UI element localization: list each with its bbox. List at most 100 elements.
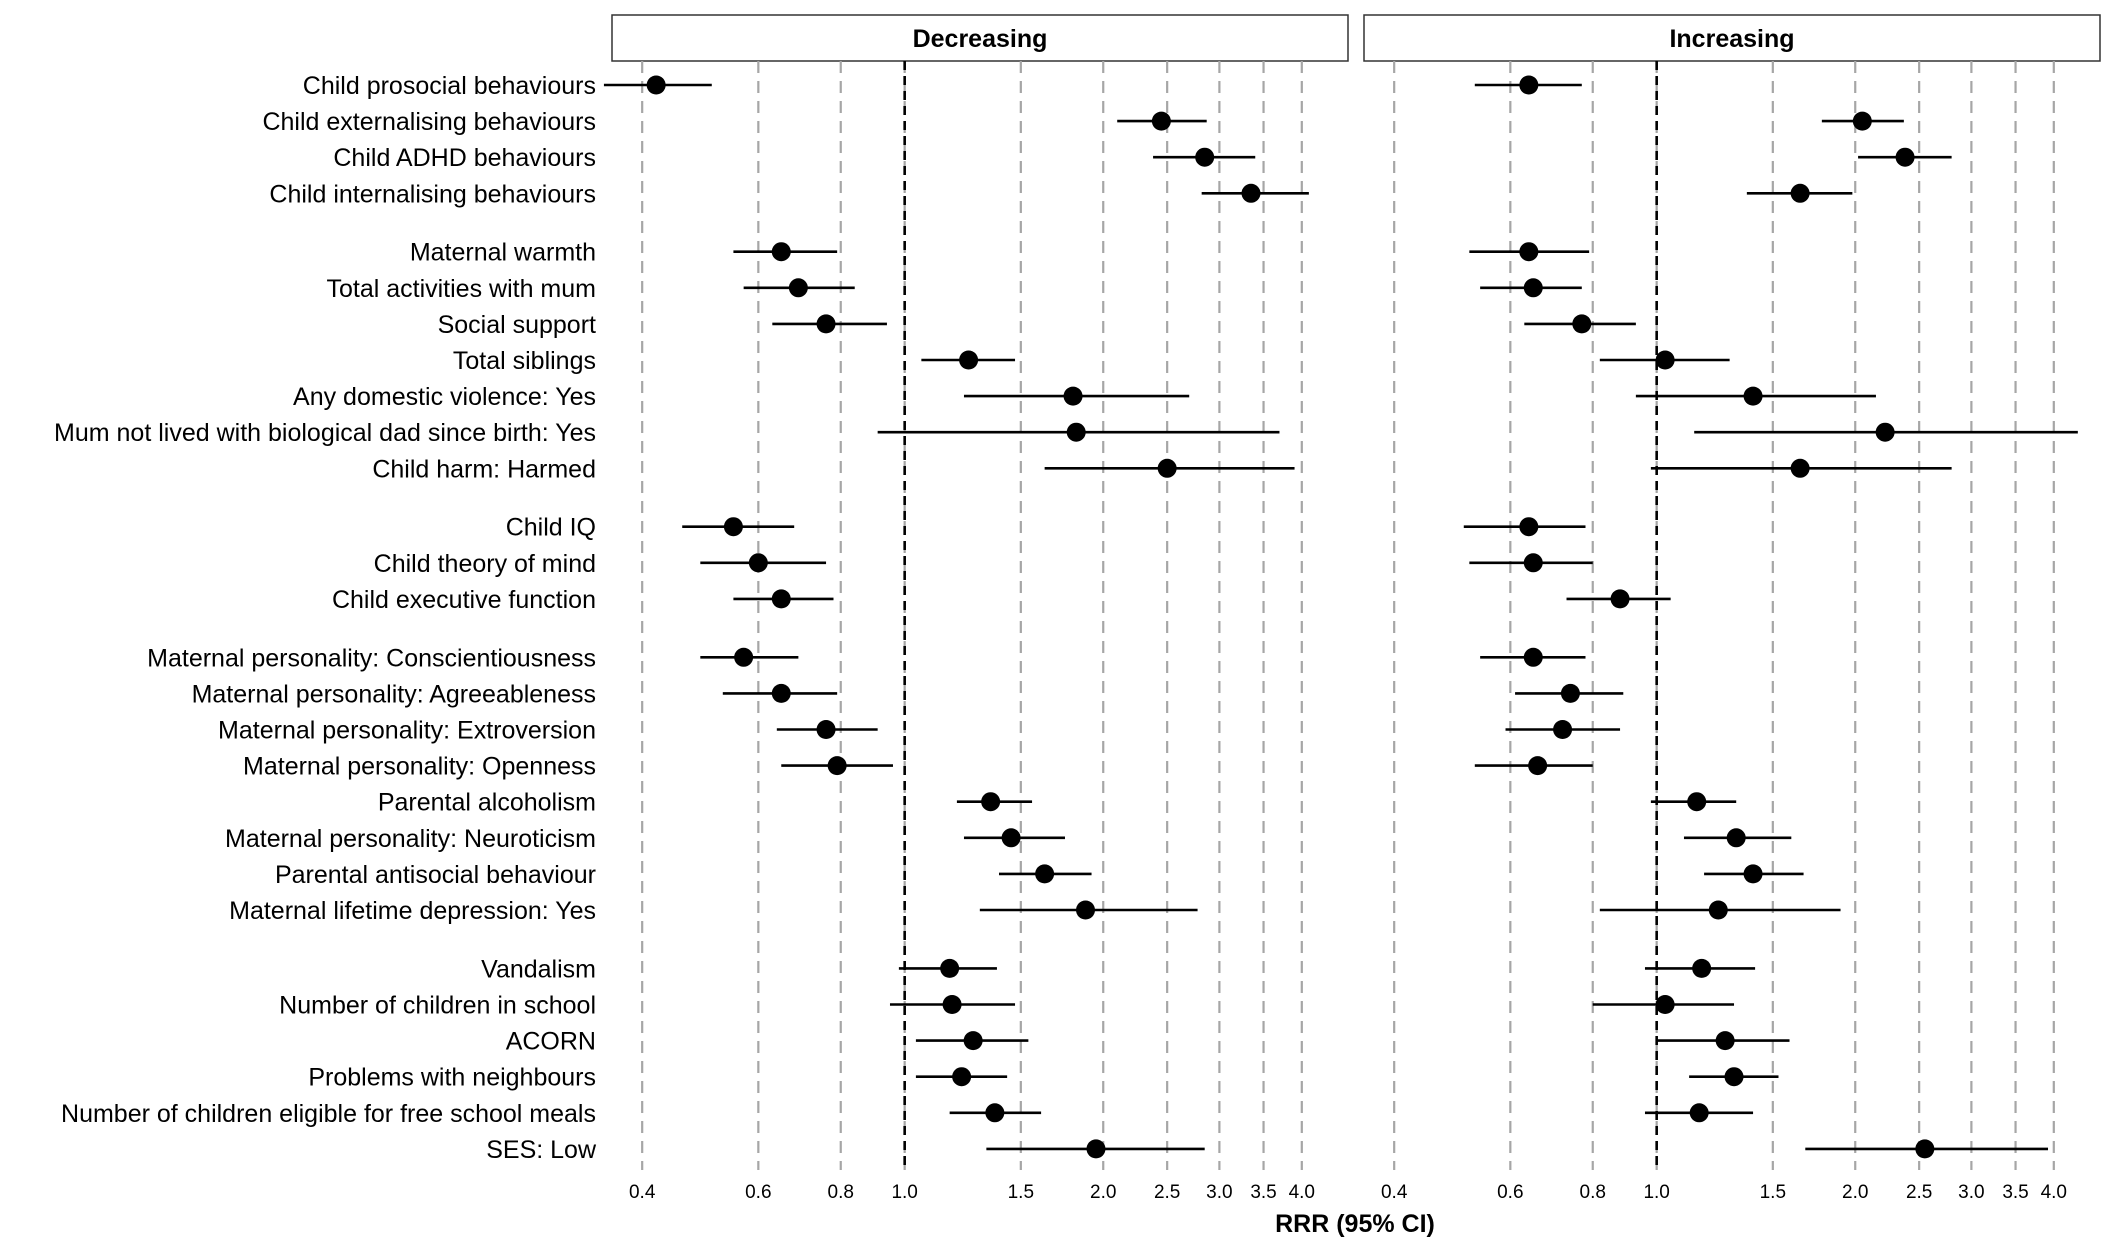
row-label: Any domestic violence: Yes <box>293 383 596 411</box>
row-label: Social support <box>438 311 596 339</box>
x-tick-label: 0.4 <box>1381 1182 1408 1203</box>
point-estimate <box>1724 1067 1744 1087</box>
point-estimate <box>1572 314 1592 334</box>
point-estimate <box>1915 1139 1935 1159</box>
row-label: Child executive function <box>332 586 596 614</box>
row-label: Maternal warmth <box>410 239 596 267</box>
point-estimate <box>771 589 791 609</box>
point-estimate <box>1687 792 1707 812</box>
point-estimate <box>1086 1139 1106 1159</box>
point-estimate <box>1875 422 1895 442</box>
point-estimate <box>1743 386 1763 406</box>
x-axis-title: RRR (95% CI) <box>1275 1210 1435 1238</box>
row-label: Total activities with mum <box>326 275 596 303</box>
row-label: Child prosocial behaviours <box>303 72 596 100</box>
point-estimate <box>1852 111 1872 131</box>
point-estimate <box>981 792 1001 812</box>
panel-strip <box>1363 14 2101 62</box>
row-label: Child ADHD behaviours <box>333 144 596 172</box>
point-estimate <box>1715 1031 1735 1051</box>
row-label: Child theory of mind <box>374 550 596 578</box>
row-label: Child internalising behaviours <box>269 180 596 208</box>
point-estimate <box>942 995 962 1014</box>
point-estimate <box>771 683 791 703</box>
panel-title: Decreasing <box>913 25 1048 53</box>
panel-strip <box>611 14 1349 62</box>
x-tick-label: 3.5 <box>1250 1182 1276 1203</box>
row-label: Vandalism <box>481 955 596 983</box>
panel-increasing: Increasing 0.4 0.6 0.8 1.0 1.5 2.0 2.5 3.0 3.5 4.0 <box>1363 14 2101 1203</box>
panel-decreasing: Decreasing 0.4 0.6 0.8 1.0 1.5 2.0 2.5 3.0 3.5 4.0 <box>603 14 1349 1203</box>
point-estimate <box>1743 864 1763 884</box>
point-estimate <box>748 553 768 573</box>
point-estimate <box>1726 828 1746 848</box>
point-estimate <box>1157 458 1177 478</box>
point-estimate <box>1708 900 1728 920</box>
x-tick-label: 4.0 <box>2041 1182 2067 1203</box>
row-label: Maternal personality: Extroversion <box>218 717 596 745</box>
row-label: Parental antisocial behaviour <box>275 861 596 889</box>
point-estimate <box>1523 553 1543 573</box>
x-tick-label: 3.0 <box>1958 1182 1984 1203</box>
point-estimate <box>816 720 836 739</box>
point-estimate <box>1063 386 1083 406</box>
x-tick-label: 0.8 <box>1580 1182 1606 1203</box>
x-tick-label: 2.5 <box>1906 1182 1932 1203</box>
point-estimate <box>1241 183 1261 203</box>
row-label: Child harm: Harmed <box>372 455 596 483</box>
point-estimate <box>771 242 791 262</box>
x-tick-label: 1.5 <box>1760 1182 1786 1203</box>
row-label: Number of children eligible for free sch… <box>61 1100 596 1128</box>
point-estimate <box>646 75 666 95</box>
x-tick-label: 0.8 <box>828 1182 854 1203</box>
panel-title: Increasing <box>1669 25 1794 53</box>
row-label: Total siblings <box>453 347 596 375</box>
point-estimate <box>1790 458 1810 478</box>
point-estimate <box>1692 958 1712 978</box>
row-label: ACORN <box>506 1028 596 1056</box>
row-label: Number of children in school <box>279 992 596 1020</box>
x-tick-label: 3.0 <box>1206 1182 1232 1203</box>
x-tick-label: 2.0 <box>1090 1182 1116 1203</box>
point-estimate <box>827 756 847 776</box>
x-tick-label: 1.0 <box>891 1182 917 1203</box>
point-estimate <box>1066 422 1086 442</box>
x-tick-label: 1.5 <box>1008 1182 1034 1203</box>
x-tick-label: 2.5 <box>1154 1182 1180 1203</box>
point-estimate <box>952 1067 972 1087</box>
row-label: Maternal personality: Openness <box>243 753 596 781</box>
row-label: SES: Low <box>486 1136 597 1164</box>
row-labels: Child prosocial behaviours Child external… <box>54 72 597 1164</box>
point-estimate <box>734 647 754 667</box>
point-estimate <box>1519 75 1539 95</box>
point-estimate <box>985 1103 1005 1123</box>
point-estimate <box>723 517 743 537</box>
x-tick-label: 2.0 <box>1842 1182 1868 1203</box>
row-label: Problems with neighbours <box>308 1064 596 1092</box>
point-estimate <box>963 1031 983 1051</box>
point-estimate <box>1519 517 1539 537</box>
row-label: Maternal personality: Agreeableness <box>192 680 596 708</box>
row-label: Child IQ <box>506 514 596 542</box>
point-estimate <box>1001 828 1021 848</box>
x-tick-label: 0.6 <box>1497 1182 1523 1203</box>
x-tick-label: 0.6 <box>745 1182 771 1203</box>
point-estimate <box>1519 242 1539 262</box>
point-estimate <box>1655 995 1675 1014</box>
point-estimate <box>1528 756 1548 776</box>
point-estimate <box>1560 683 1580 703</box>
point-estimate <box>1610 589 1630 609</box>
point-estimate <box>788 278 808 298</box>
point-estimate <box>1655 350 1675 370</box>
x-tick-label: 3.5 <box>2002 1182 2028 1203</box>
point-estimate <box>940 958 960 978</box>
x-tick-label: 1.0 <box>1643 1182 1669 1203</box>
point-estimate <box>1790 183 1810 203</box>
row-label: Mum not lived with biological dad since … <box>54 419 596 447</box>
point-estimate <box>1523 647 1543 667</box>
point-estimate <box>1035 864 1055 884</box>
point-estimate <box>1689 1103 1709 1123</box>
x-tick-label: 0.4 <box>629 1182 656 1203</box>
point-estimate <box>1895 147 1915 167</box>
